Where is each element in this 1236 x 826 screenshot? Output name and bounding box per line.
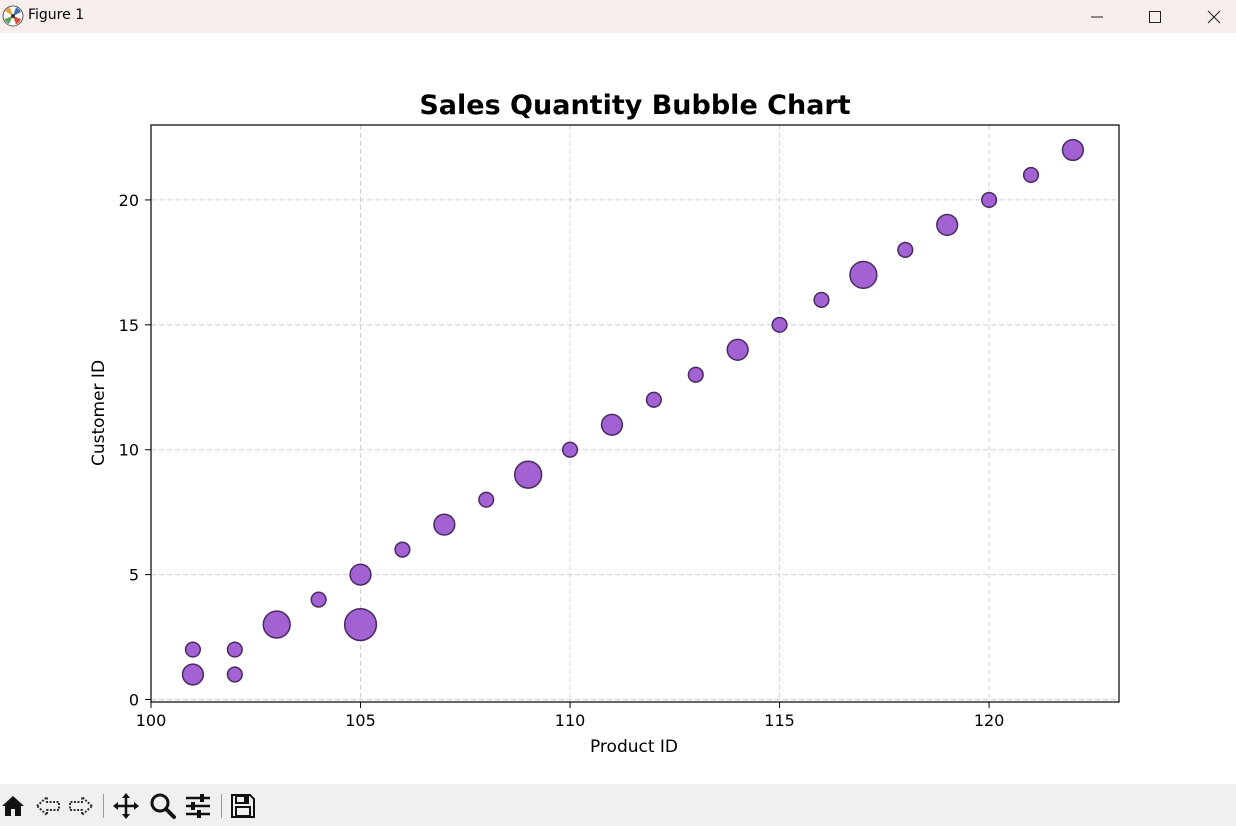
chart-title: Sales Quantity Bubble Chart <box>419 90 850 121</box>
toolbar-separator <box>221 794 222 818</box>
x-tick-label: 105 <box>345 711 376 730</box>
data-bubble <box>726 338 749 361</box>
home-icon <box>2 796 24 816</box>
bubble-chart: 100 105 110 115 120 0 5 10 15 20 Sales Quantity B… <box>89 90 1120 757</box>
data-bubble <box>343 607 378 642</box>
x-axis-label: Product ID <box>590 737 678 757</box>
home-button[interactable] <box>0 791 28 821</box>
maximize-button[interactable] <box>1126 0 1184 33</box>
data-bubble <box>310 591 327 608</box>
toolbar-separator <box>103 794 104 818</box>
x-tick-label: 100 <box>136 711 167 730</box>
matplotlib-logo-icon <box>2 5 24 27</box>
window-title: Figure 1 <box>28 7 85 23</box>
back-arrow-icon <box>35 794 60 818</box>
data-bubble <box>349 563 372 586</box>
ticks-layer: 100 105 110 115 120 0 5 10 15 20 <box>119 191 1005 730</box>
data-bubble <box>226 641 243 658</box>
y-tick-label: 10 <box>119 441 139 460</box>
back-button[interactable] <box>33 791 63 821</box>
data-bubble <box>226 666 243 683</box>
data-bubble <box>433 513 456 536</box>
data-bubble <box>478 491 495 508</box>
navigation-toolbar <box>0 784 1236 826</box>
zoom-icon <box>150 793 176 819</box>
configure-subplots-button[interactable] <box>183 791 213 821</box>
points-layer <box>181 138 1085 686</box>
data-bubble <box>980 191 998 209</box>
data-bubble <box>181 663 205 686</box>
pan-icon <box>113 793 139 819</box>
data-bubble <box>849 260 878 290</box>
zoom-button[interactable] <box>148 791 178 821</box>
forward-arrow-icon <box>69 794 94 818</box>
x-tick-label: 110 <box>555 711 586 730</box>
data-bubble <box>394 541 411 558</box>
y-tick-label: 20 <box>119 191 139 210</box>
x-tick-label: 120 <box>974 711 1005 730</box>
save-button[interactable] <box>228 791 258 821</box>
y-tick-label: 5 <box>129 566 139 585</box>
data-bubble <box>184 641 202 658</box>
pan-button[interactable] <box>111 791 141 821</box>
maximize-icon <box>1149 10 1161 23</box>
minimize-button[interactable] <box>1068 0 1126 33</box>
data-bubble <box>936 213 959 237</box>
data-bubble <box>687 366 704 383</box>
plot-frame <box>150 124 1120 703</box>
save-icon <box>231 794 255 818</box>
data-bubble <box>813 291 830 308</box>
minimize-icon <box>1091 16 1103 17</box>
data-bubble <box>1061 138 1085 162</box>
grid-layer <box>150 125 1119 702</box>
x-tick-label: 115 <box>764 711 795 730</box>
data-bubble <box>771 316 788 333</box>
y-tick-label: 0 <box>129 691 139 710</box>
y-tick-label: 15 <box>119 316 139 335</box>
data-bubble <box>561 441 579 458</box>
figure-canvas[interactable]: 100 105 110 115 120 0 5 10 15 20 Sales Quantity B… <box>0 33 1236 784</box>
data-bubble <box>645 391 662 408</box>
forward-button[interactable] <box>66 791 96 821</box>
configure-subplots-icon <box>186 794 210 818</box>
data-bubble <box>513 460 543 489</box>
data-bubble <box>262 610 291 639</box>
data-bubble <box>897 241 914 258</box>
close-button[interactable] <box>1185 0 1236 33</box>
y-axis-label: Customer ID <box>89 360 109 466</box>
data-bubble <box>600 413 624 436</box>
window-titlebar: Figure 1 <box>0 0 1236 33</box>
close-icon <box>1207 10 1221 23</box>
data-bubble <box>1022 166 1040 184</box>
